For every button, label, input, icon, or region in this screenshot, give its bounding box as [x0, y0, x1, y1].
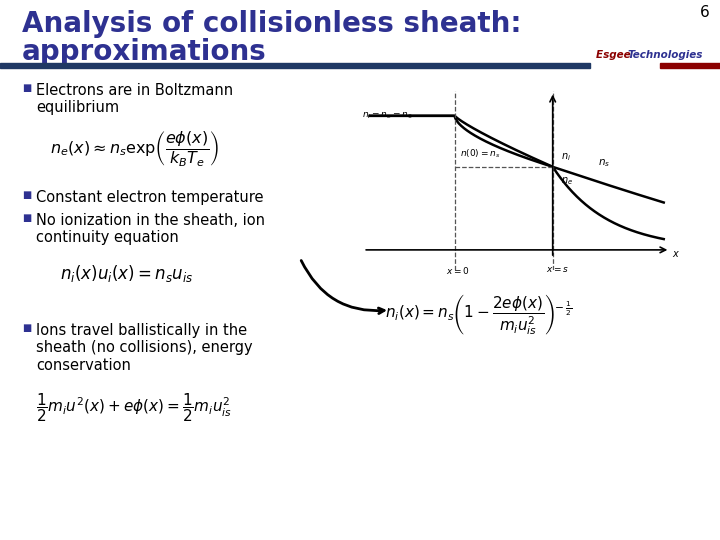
Text: $n(0) = n_s$: $n(0) = n_s$: [460, 147, 500, 160]
Text: $n_i(x) = n_s \left(1 - \dfrac{2e\phi(x)}{m_i u_{is}^2}\right)^{\!-\frac{1}{2}}$: $n_i(x) = n_s \left(1 - \dfrac{2e\phi(x)…: [385, 292, 572, 337]
Text: Technologies: Technologies: [628, 50, 703, 60]
Text: $n_i$: $n_i$: [561, 151, 570, 163]
Text: $x$: $x$: [672, 249, 680, 259]
Text: approximations: approximations: [22, 38, 266, 66]
Text: ■: ■: [22, 213, 31, 223]
Text: 6: 6: [700, 5, 710, 20]
Text: No ionization in the sheath, ion
continuity equation: No ionization in the sheath, ion continu…: [36, 213, 265, 245]
Text: Analysis of collisionless sheath:: Analysis of collisionless sheath:: [22, 10, 521, 38]
Text: $n_e(x) \approx n_s \exp\!\left(\dfrac{e\phi(x)}{k_B T_e}\right)$: $n_e(x) \approx n_s \exp\!\left(\dfrac{e…: [50, 129, 219, 168]
Text: $x = 0$: $x = 0$: [446, 265, 470, 275]
Text: Electrons are in Boltzmann
equilibrium: Electrons are in Boltzmann equilibrium: [36, 83, 233, 116]
Text: $n_i = n_e = n_0$: $n_i = n_e = n_0$: [362, 111, 413, 121]
Text: ■: ■: [22, 190, 31, 200]
Text: $\dfrac{1}{2}m_i u^2(x) + e\phi(x) = \dfrac{1}{2}m_i u_{is}^2$: $\dfrac{1}{2}m_i u^2(x) + e\phi(x) = \df…: [36, 391, 232, 424]
Text: $n_s$: $n_s$: [598, 157, 611, 168]
Text: Ions travel ballistically in the
sheath (no collisions), energy
conservation: Ions travel ballistically in the sheath …: [36, 323, 253, 373]
Text: ■: ■: [22, 83, 31, 93]
Bar: [660, 63, 720, 68]
Text: Esgee: Esgee: [596, 50, 634, 60]
Text: $n_i(x)u_i(x) = n_s u_{is}$: $n_i(x)u_i(x) = n_s u_{is}$: [60, 263, 193, 284]
Text: ■: ■: [22, 323, 31, 333]
Text: $n_e$: $n_e$: [561, 175, 572, 187]
Bar: [0, 63, 590, 68]
Text: Constant electron temperature: Constant electron temperature: [36, 190, 264, 205]
Text: $x = s$: $x = s$: [546, 265, 570, 274]
